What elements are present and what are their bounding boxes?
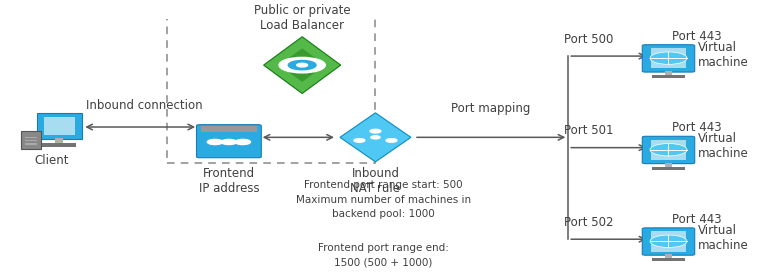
Text: Client: Client (34, 154, 69, 167)
FancyBboxPatch shape (43, 143, 76, 147)
Text: Frontend port range start: 500
Maximum number of machines in
backend pool: 1000: Frontend port range start: 500 Maximum n… (296, 180, 471, 220)
Text: Port 443: Port 443 (672, 30, 721, 43)
Text: Inbound
NAT rule: Inbound NAT rule (351, 167, 400, 195)
Circle shape (650, 143, 687, 156)
Text: Port 502: Port 502 (564, 216, 614, 229)
Polygon shape (279, 48, 325, 82)
Text: Virtual
machine: Virtual machine (698, 41, 748, 69)
Text: Port 443: Port 443 (672, 213, 721, 226)
Circle shape (650, 52, 687, 64)
Text: Frontend port range end:
1500 (500 + 1000): Frontend port range end: 1500 (500 + 100… (317, 243, 449, 268)
Circle shape (370, 129, 381, 133)
FancyBboxPatch shape (642, 45, 695, 72)
FancyBboxPatch shape (665, 163, 673, 167)
Text: Inbound connection: Inbound connection (86, 98, 202, 111)
Circle shape (296, 63, 307, 67)
Circle shape (207, 139, 223, 145)
FancyBboxPatch shape (642, 136, 695, 164)
Polygon shape (264, 37, 341, 93)
Text: Port 501: Port 501 (564, 124, 614, 137)
Text: Virtual
machine: Virtual machine (698, 132, 748, 160)
FancyBboxPatch shape (37, 113, 81, 139)
FancyBboxPatch shape (56, 138, 63, 143)
FancyBboxPatch shape (642, 228, 695, 255)
FancyBboxPatch shape (665, 71, 673, 75)
FancyBboxPatch shape (665, 254, 673, 258)
Text: Virtual
machine: Virtual machine (698, 224, 748, 252)
Text: Port mapping: Port mapping (451, 102, 531, 115)
Text: Public or private
Load Balancer: Public or private Load Balancer (254, 4, 351, 32)
FancyBboxPatch shape (197, 125, 262, 158)
FancyBboxPatch shape (652, 167, 686, 170)
FancyBboxPatch shape (21, 131, 41, 149)
FancyBboxPatch shape (652, 258, 686, 261)
Polygon shape (340, 113, 411, 162)
Circle shape (279, 57, 325, 73)
FancyBboxPatch shape (25, 140, 37, 142)
Circle shape (386, 139, 397, 142)
Circle shape (235, 139, 251, 145)
Circle shape (221, 139, 237, 145)
Circle shape (288, 61, 316, 70)
Circle shape (371, 136, 380, 139)
Text: Frontend
IP address: Frontend IP address (199, 167, 259, 195)
Circle shape (354, 139, 365, 142)
FancyBboxPatch shape (25, 137, 37, 138)
Circle shape (650, 235, 687, 247)
FancyBboxPatch shape (651, 140, 687, 160)
Text: Port 500: Port 500 (564, 33, 614, 46)
FancyBboxPatch shape (44, 117, 74, 135)
FancyBboxPatch shape (651, 48, 687, 68)
Text: Port 443: Port 443 (672, 121, 721, 134)
FancyBboxPatch shape (201, 126, 257, 132)
FancyBboxPatch shape (651, 232, 687, 252)
FancyBboxPatch shape (652, 75, 686, 78)
FancyBboxPatch shape (25, 143, 37, 145)
